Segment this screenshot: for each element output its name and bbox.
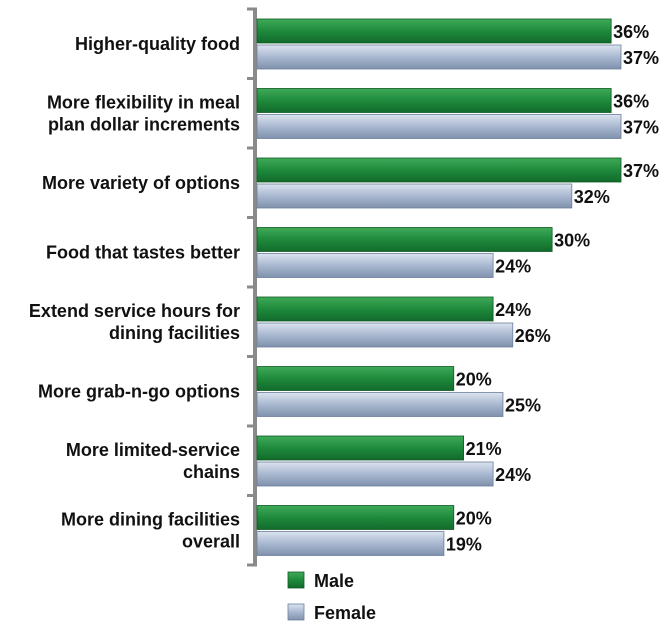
bar-male <box>256 296 494 322</box>
category-label: More grab-n-go options <box>38 382 240 402</box>
category-label: More flexibility in meal <box>47 93 240 113</box>
bar-female <box>256 253 494 278</box>
category-label: overall <box>182 532 240 552</box>
legend-swatch-male <box>287 571 305 589</box>
category-label: Extend service hours for <box>29 301 240 321</box>
legend-label-female: Female <box>314 603 376 623</box>
value-label-female: 25% <box>505 396 541 416</box>
value-label-female: 32% <box>574 187 610 207</box>
value-label-female: 37% <box>623 118 659 138</box>
category-label: Higher-quality food <box>75 34 240 54</box>
category-label: chains <box>183 462 240 482</box>
value-labels: 36% 37% 36% 37% 37% 32% 30% 24% 24% 26% 20% 25% 21% 2… <box>446 22 659 555</box>
value-label-male: 20% <box>456 370 492 390</box>
bar-female <box>256 44 622 70</box>
bar-male <box>256 18 612 44</box>
value-label-male: 20% <box>456 509 492 529</box>
value-label-female: 19% <box>446 535 482 555</box>
legend-swatch-female <box>287 603 305 621</box>
legend: Male Female <box>287 571 376 623</box>
bar-male <box>256 366 455 391</box>
bar-female <box>256 461 494 487</box>
category-label: More variety of options <box>42 173 240 193</box>
category-label: Food that tastes better <box>46 243 240 263</box>
value-label-male: 21% <box>466 439 502 459</box>
bar-female <box>256 114 622 139</box>
bar-male <box>256 157 622 183</box>
category-label: dining facilities <box>109 323 240 343</box>
value-label-female: 24% <box>495 465 531 485</box>
value-label-male: 36% <box>613 92 649 112</box>
category-label: More dining facilities <box>61 510 240 530</box>
bar-male <box>256 435 464 461</box>
category-label: More limited-service <box>66 440 240 460</box>
value-label-female: 26% <box>515 326 551 346</box>
value-label-male: 36% <box>613 22 649 42</box>
value-label-male: 24% <box>495 300 531 320</box>
value-label-female: 37% <box>623 48 659 68</box>
value-label-male: 30% <box>554 231 590 251</box>
bar-female <box>256 531 445 556</box>
bar-female <box>256 183 573 209</box>
bar-male <box>256 505 455 530</box>
bar-female <box>256 392 504 417</box>
bars <box>256 18 622 556</box>
value-label-female: 24% <box>495 257 531 277</box>
bar-male <box>256 88 612 113</box>
category-labels: Higher-quality food More flexibility in m… <box>29 34 240 552</box>
bar-female <box>256 322 514 348</box>
bar-male <box>256 227 553 252</box>
y-axis <box>247 7 257 567</box>
category-label: plan dollar increments <box>48 115 240 135</box>
value-label-male: 37% <box>623 161 659 181</box>
legend-label-male: Male <box>314 571 354 591</box>
